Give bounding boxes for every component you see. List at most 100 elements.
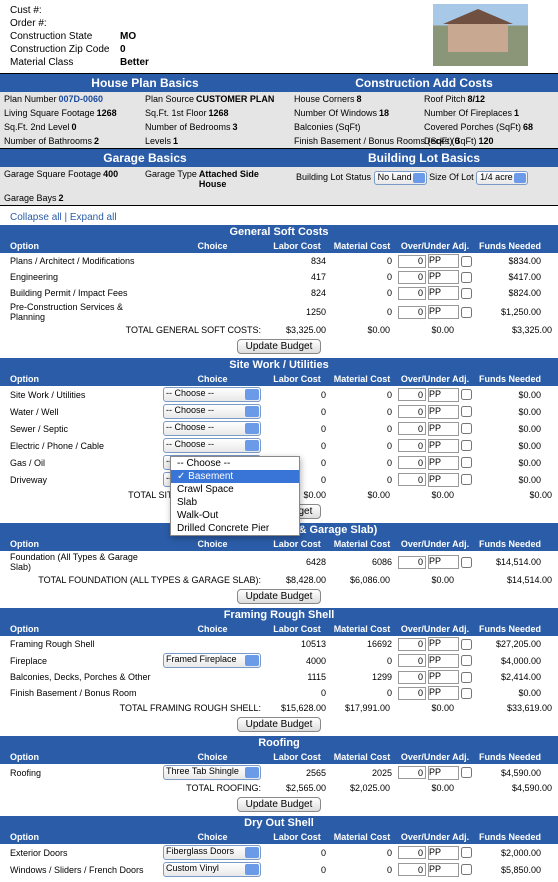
pp-check[interactable] xyxy=(461,655,472,666)
pp-check[interactable] xyxy=(461,406,472,417)
choice-select[interactable]: -- Choose -- xyxy=(163,438,261,453)
pp-check[interactable] xyxy=(461,474,472,485)
pp-check[interactable] xyxy=(461,557,472,568)
pp-select[interactable]: PP xyxy=(428,766,459,780)
override-input[interactable] xyxy=(398,671,426,684)
house-basics-header: House Plan Basics xyxy=(0,74,290,92)
override-input[interactable] xyxy=(398,638,426,651)
choice-select[interactable]: -- Choose -- xyxy=(163,421,261,436)
pp-select[interactable]: PP xyxy=(428,422,459,436)
pp-select[interactable]: PP xyxy=(428,863,459,877)
basics-value: 007D-0060 xyxy=(57,94,104,104)
pp-select[interactable]: PP xyxy=(428,456,459,470)
basics-value: 400 xyxy=(101,169,118,189)
pp-check[interactable] xyxy=(461,440,472,451)
pp-check[interactable] xyxy=(461,307,472,318)
pp-select[interactable]: PP xyxy=(428,305,459,319)
pp-check[interactable] xyxy=(461,847,472,858)
dropdown-option[interactable]: Walk-Out xyxy=(171,509,299,522)
override-input[interactable] xyxy=(398,654,426,667)
dropdown-option[interactable]: Basement xyxy=(171,470,299,483)
dropdown-option[interactable]: -- Choose -- xyxy=(171,457,299,470)
pp-check[interactable] xyxy=(461,457,472,468)
basics-label: Number of Bathrooms xyxy=(4,136,92,146)
pp-select[interactable]: PP xyxy=(428,555,459,569)
override-input[interactable] xyxy=(398,287,426,300)
material-cost: 0 xyxy=(329,306,395,318)
pp-check[interactable] xyxy=(461,767,472,778)
foundation-dropdown-menu[interactable]: -- Choose --BasementCrawl SpaceSlabWalk-… xyxy=(170,456,300,536)
cost-row: Framing Rough Shell1051316692PP$27,205.0… xyxy=(0,636,558,652)
pp-select[interactable]: PP xyxy=(428,388,459,402)
override-input[interactable] xyxy=(398,473,426,486)
choice-select[interactable]: Custom Vinyl xyxy=(163,862,261,877)
update-budget-button[interactable]: Update Budget xyxy=(237,717,322,732)
override-input[interactable] xyxy=(398,255,426,268)
dropdown-option[interactable]: Drilled Concrete Pier xyxy=(171,522,299,535)
pp-select[interactable]: PP xyxy=(428,286,459,300)
override-input[interactable] xyxy=(398,846,426,859)
pp-check[interactable] xyxy=(461,864,472,875)
material-cost: 0 xyxy=(329,255,395,267)
override-input[interactable] xyxy=(398,422,426,435)
basics-value: 120 xyxy=(477,136,494,146)
pp-select[interactable]: PP xyxy=(428,405,459,419)
pp-check[interactable] xyxy=(461,389,472,400)
pp-select[interactable]: PP xyxy=(428,439,459,453)
pp-check[interactable] xyxy=(461,423,472,434)
override-input[interactable] xyxy=(398,405,426,418)
dropdown-option[interactable]: Crawl Space xyxy=(171,483,299,496)
pp-select[interactable]: PP xyxy=(428,270,459,284)
funds-needed: $2,000.00 xyxy=(475,847,547,859)
choice-select[interactable]: Framed Fireplace xyxy=(163,653,261,668)
lot-size-label: Size Of Lot xyxy=(429,172,474,182)
pp-select[interactable]: PP xyxy=(428,686,459,700)
update-budget-button[interactable]: Update Budget xyxy=(237,797,322,812)
pp-select[interactable]: PP xyxy=(428,670,459,684)
dropdown-option[interactable]: Slab xyxy=(171,496,299,509)
funds-needed: $834.00 xyxy=(475,255,547,267)
override-input[interactable] xyxy=(398,766,426,779)
pp-select[interactable]: PP xyxy=(428,846,459,860)
basics-label: Balconies (SqFt) xyxy=(294,122,361,132)
basics-label: House Corners xyxy=(294,94,355,104)
choice-select[interactable]: -- Choose -- xyxy=(163,404,261,419)
choice-select[interactable]: -- Choose -- xyxy=(163,387,261,402)
pp-check[interactable] xyxy=(461,256,472,267)
pp-select[interactable]: PP xyxy=(428,473,459,487)
category-total-row: TOTAL FRAMING ROUGH SHELL:$15,628.00$17,… xyxy=(0,701,558,715)
expand-all-link[interactable]: Expand all xyxy=(70,212,117,223)
option-label: Foundation (All Types & Garage Slab) xyxy=(0,551,160,573)
override-input[interactable] xyxy=(398,863,426,876)
funds-needed: $4,000.00 xyxy=(475,655,547,667)
pp-check[interactable] xyxy=(461,639,472,650)
override-input[interactable] xyxy=(398,306,426,319)
option-label: Balconies, Decks, Porches & Other xyxy=(0,671,160,683)
update-budget-button[interactable]: Update Budget xyxy=(237,339,322,354)
pp-check[interactable] xyxy=(461,672,472,683)
override-input[interactable] xyxy=(398,456,426,469)
pp-check[interactable] xyxy=(461,688,472,699)
choice-select[interactable]: Three Tab Shingle xyxy=(163,765,261,780)
override-input[interactable] xyxy=(398,556,426,569)
pp-select[interactable]: PP xyxy=(428,654,459,668)
override-input[interactable] xyxy=(398,439,426,452)
basics-label: Garage Type xyxy=(145,169,197,189)
basics-label: Levels xyxy=(145,136,171,146)
pp-select[interactable]: PP xyxy=(428,254,459,268)
pp-check[interactable] xyxy=(461,288,472,299)
pp-check[interactable] xyxy=(461,272,472,283)
collapse-all-link[interactable]: Collapse all xyxy=(10,212,62,223)
override-input[interactable] xyxy=(398,687,426,700)
choice-select[interactable]: Fiberglass Doors xyxy=(163,845,261,860)
header-field-label: Order #: xyxy=(10,17,120,30)
basics-label: Sq.Ft. 1st Floor xyxy=(145,108,207,118)
pp-select[interactable]: PP xyxy=(428,637,459,651)
override-input[interactable] xyxy=(398,388,426,401)
lot-size-select[interactable]: 1/4 acre xyxy=(476,171,528,185)
basics-label: Number Of Fireplaces xyxy=(424,108,512,118)
lot-status-select[interactable]: No Land xyxy=(374,171,427,185)
update-budget-button[interactable]: Update Budget xyxy=(237,589,322,604)
basics-value: CUSTOMER PLAN xyxy=(194,94,274,104)
override-input[interactable] xyxy=(398,271,426,284)
